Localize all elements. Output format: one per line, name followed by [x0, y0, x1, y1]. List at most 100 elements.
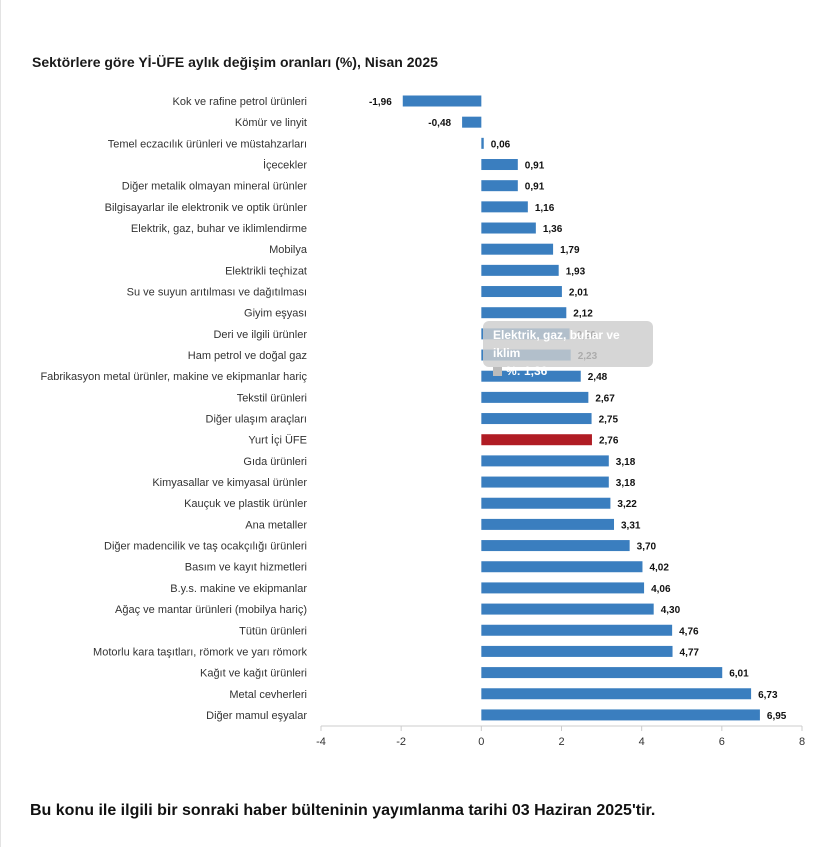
bar	[481, 243, 554, 255]
chart-tooltip: Elektrik, gaz, buhar ve iklim %: 1,36	[483, 321, 653, 378]
value-label: 0,91	[525, 182, 545, 193]
bar	[481, 582, 645, 594]
bar	[481, 518, 615, 530]
bar	[481, 497, 611, 509]
value-label: 2,48	[588, 372, 608, 383]
value-label: 0,06	[491, 139, 511, 150]
tooltip-series-name: Elektrik, gaz, buhar ve iklim	[493, 328, 620, 360]
bar	[462, 116, 482, 128]
bar	[481, 159, 518, 171]
x-tick-label: 8	[799, 736, 805, 748]
category-label: Diğer metalik olmayan mineral ürünler	[122, 181, 308, 193]
category-label: Diğer mamul eşyalar	[206, 710, 307, 722]
bar	[481, 688, 752, 700]
bar	[481, 222, 536, 234]
x-tick-label: 0	[478, 736, 484, 748]
value-label: -1,96	[369, 97, 392, 108]
value-label: 2,01	[569, 288, 589, 299]
bar-chart: -4 -2 0 2 4 6 8 Kok ve rafine petrol ürünleri -1…	[40, 95, 805, 748]
category-label: Ham petrol ve doğal gaz	[188, 350, 307, 362]
bar	[481, 540, 630, 552]
category-label: Motorlu kara taşıtları, römork ve yarı r…	[93, 646, 307, 658]
value-label: 3,18	[616, 457, 636, 468]
category-label: Giyim eşyası	[244, 308, 307, 320]
category-label: Tütün ürünleri	[239, 625, 307, 637]
tooltip-swatch-icon	[493, 367, 502, 377]
category-label: Kok ve rafine petrol ürünleri	[172, 96, 307, 108]
value-label: 2,75	[599, 415, 619, 426]
category-label: Deri ve ilgili ürünler	[213, 329, 307, 341]
category-label: Mobilya	[269, 244, 308, 256]
bar	[481, 307, 567, 319]
category-label: Kauçuk ve plastik ürünler	[184, 498, 307, 510]
chart-title: Sektörlere göre Yİ-ÜFE aylık değişim ora…	[32, 54, 438, 70]
bar	[481, 645, 673, 657]
bar	[481, 413, 592, 425]
category-label: Tekstil ürünleri	[237, 392, 307, 404]
category-label: Ana metaller	[245, 519, 307, 531]
value-label: 2,76	[599, 436, 619, 447]
value-label: 6,95	[767, 711, 787, 722]
x-tick-label: 6	[719, 736, 725, 748]
category-label: Fabrikasyon metal ürünler, makine ve eki…	[40, 371, 307, 383]
value-label: 4,02	[649, 563, 669, 574]
x-tick-label: -2	[396, 736, 406, 748]
value-label: 1,16	[535, 203, 555, 214]
category-label: Kimyasallar ve kimyasal ürünler	[152, 477, 307, 489]
category-label: Kağıt ve kağıt ürünleri	[200, 668, 307, 680]
bar	[481, 137, 484, 149]
x-tick-label: 2	[558, 736, 564, 748]
value-label: 2,12	[573, 309, 593, 320]
value-label: -0,48	[428, 118, 451, 129]
category-label: Basım ve kayıt hizmetleri	[185, 562, 307, 574]
category-label: Yurt İçi ÜFE	[248, 434, 307, 447]
value-label: 2,67	[595, 393, 615, 404]
x-tick-label: -4	[316, 736, 326, 748]
category-label: Ağaç ve mantar ürünleri (mobilya hariç)	[115, 604, 307, 616]
category-label: Diğer madencilik ve taş ocakçılığı ürünl…	[104, 541, 307, 553]
bar	[481, 624, 673, 636]
category-label: Kömür ve linyit	[235, 117, 307, 129]
bar	[402, 95, 482, 107]
value-label: 6,73	[758, 690, 778, 701]
category-label: Gıda ürünleri	[243, 456, 307, 468]
category-label: Bilgisayarlar ile elektronik ve optik ür…	[105, 202, 308, 214]
bar	[481, 391, 589, 403]
bar	[481, 180, 518, 192]
bar	[481, 476, 609, 488]
bar	[481, 286, 562, 298]
bar	[481, 561, 643, 573]
category-label: Diğer ulaşım araçları	[206, 414, 307, 426]
tooltip-value: %: 1,36	[506, 364, 548, 378]
value-label: 4,06	[651, 584, 671, 595]
bar	[481, 667, 723, 679]
bar-highlight	[481, 434, 592, 446]
bar	[481, 370, 581, 382]
value-label: 3,22	[617, 499, 637, 510]
bar	[481, 264, 559, 276]
value-label: 3,31	[621, 520, 641, 531]
category-label: Su ve suyun arıtılması ve dağıtılması	[127, 287, 307, 299]
next-bulletin-note: Bu konu ile ilgili bir sonraki haber bül…	[30, 802, 656, 819]
value-label: 1,93	[566, 266, 586, 277]
value-label: 3,18	[616, 478, 636, 489]
category-label: Elektrikli teçhizat	[225, 265, 307, 277]
value-label: 4,77	[680, 647, 700, 658]
bar	[481, 603, 654, 615]
page-left-border	[0, 0, 1, 847]
value-label: 4,30	[661, 605, 681, 616]
value-label: 0,91	[525, 161, 545, 172]
bar	[481, 455, 609, 467]
category-label: B.y.s. makine ve ekipmanlar	[170, 583, 307, 595]
category-label: Metal cevherleri	[229, 689, 307, 701]
category-label: Temel eczacılık ürünleri ve müstahzarlar…	[108, 138, 307, 150]
category-label: İçecekler	[263, 159, 307, 172]
bar	[481, 201, 528, 213]
value-label: 1,36	[543, 224, 563, 235]
value-label: 6,01	[729, 669, 749, 680]
value-label: 3,70	[637, 542, 657, 553]
bar	[481, 709, 760, 721]
category-label: Elektrik, gaz, buhar ve iklimlendirme	[131, 223, 307, 235]
x-tick-label: 4	[639, 736, 645, 748]
value-label: 1,79	[560, 245, 580, 256]
